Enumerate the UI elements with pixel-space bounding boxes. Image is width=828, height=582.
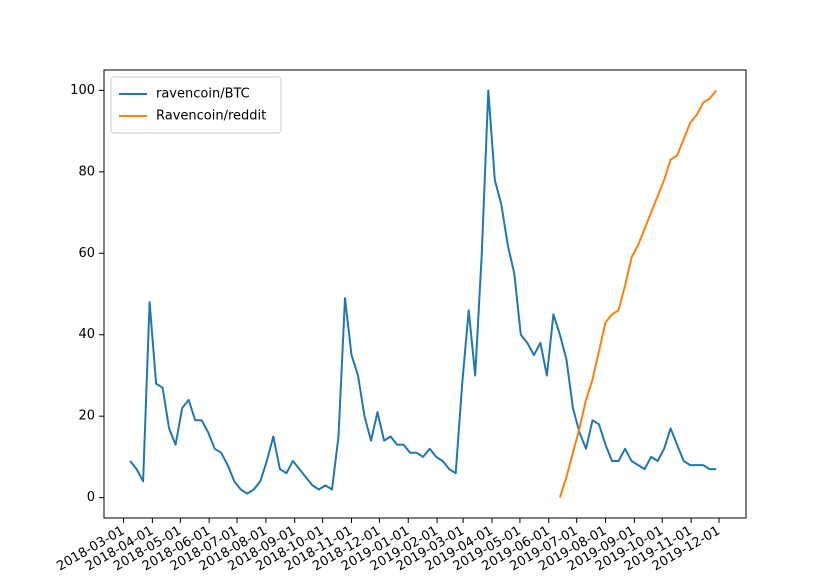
y-tick-label: 100 xyxy=(70,83,95,98)
y-tick-label: 80 xyxy=(78,164,95,179)
y-tick-label: 40 xyxy=(78,327,95,342)
y-tick-label: 0 xyxy=(87,490,95,505)
legend: ravencoin/BTC Ravencoin/reddit xyxy=(110,76,282,134)
axes-frame xyxy=(103,69,747,519)
legend-box xyxy=(110,76,282,134)
y-tick-label: 20 xyxy=(78,409,95,424)
legend-label: ravencoin/BTC xyxy=(156,87,250,102)
y-tick-label: 60 xyxy=(78,246,95,261)
series-line xyxy=(558,89,717,498)
legend-label: Ravencoin/reddit xyxy=(156,109,266,124)
series-line xyxy=(129,89,717,495)
